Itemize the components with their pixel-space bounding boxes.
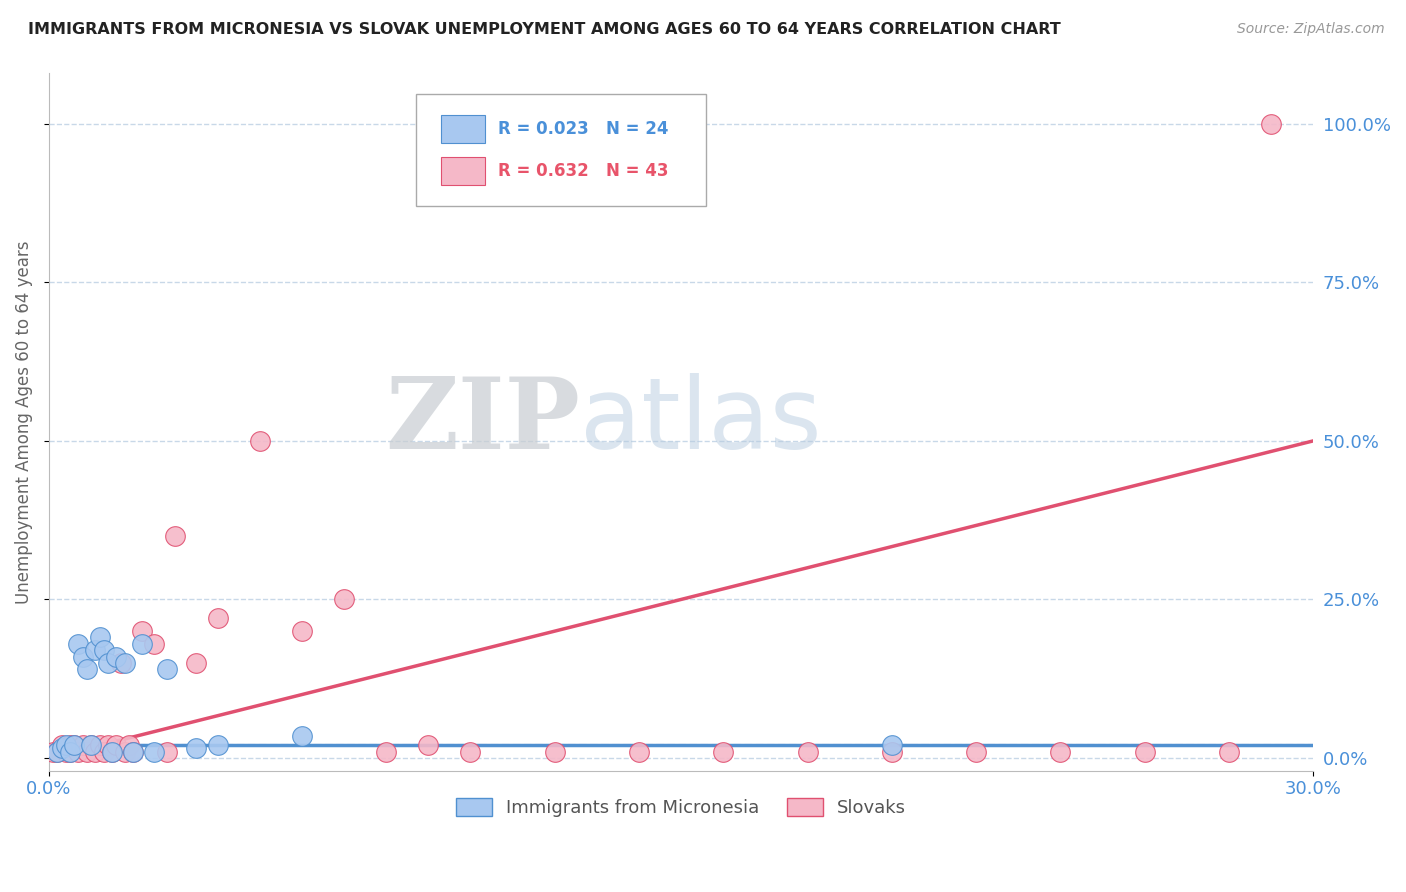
Point [965, 745, 987, 759]
Point [51, 739, 73, 753]
Point [93, 643, 115, 657]
Point [796, 745, 818, 759]
Point [63, 739, 86, 753]
Point [291, 729, 314, 743]
Point [375, 745, 398, 759]
Point [105, 649, 128, 664]
Point [84, 643, 107, 657]
Point [105, 739, 128, 753]
Point [880, 739, 903, 753]
Point [143, 637, 166, 651]
FancyBboxPatch shape [416, 94, 706, 205]
Point [42, 745, 65, 759]
Point [131, 624, 153, 639]
Point [72, 649, 94, 664]
Text: IMMIGRANTS FROM MICRONESIA VS SLOVAK UNEMPLOYMENT AMONG AGES 60 TO 64 YEARS CORR: IMMIGRANTS FROM MICRONESIA VS SLOVAK UNE… [28, 22, 1062, 37]
Point [207, 739, 229, 753]
Point [80, 739, 103, 753]
Point [76, 662, 98, 676]
Point [110, 656, 132, 670]
Point [51, 741, 73, 756]
Point [186, 741, 208, 756]
Point [156, 745, 179, 759]
Text: R = 0.023   N = 24: R = 0.023 N = 24 [498, 120, 668, 137]
Point [59, 745, 82, 759]
Point [59, 739, 82, 753]
Point [46, 745, 69, 759]
Text: R = 0.632   N = 43: R = 0.632 N = 43 [498, 161, 668, 179]
Point [207, 611, 229, 625]
Point [880, 745, 903, 759]
Bar [441, 157, 485, 185]
Point [80, 739, 103, 753]
Point [1133, 745, 1156, 759]
Point [165, 529, 187, 543]
Bar [441, 115, 485, 143]
Point [711, 745, 734, 759]
Point [55, 739, 77, 753]
Point [46, 745, 69, 759]
Point [72, 739, 94, 753]
Point [118, 739, 141, 753]
Point [186, 656, 208, 670]
Point [143, 745, 166, 759]
Point [101, 745, 124, 759]
Point [84, 745, 107, 759]
Point [544, 745, 567, 759]
Point [55, 745, 77, 759]
Point [89, 631, 111, 645]
Point [76, 745, 98, 759]
Text: atlas: atlas [581, 374, 821, 470]
Point [67, 745, 90, 759]
Point [122, 745, 145, 759]
Point [131, 637, 153, 651]
Point [122, 745, 145, 759]
Point [291, 624, 314, 639]
Y-axis label: Unemployment Among Ages 60 to 64 years: Unemployment Among Ages 60 to 64 years [15, 240, 32, 604]
Point [93, 745, 115, 759]
Point [97, 739, 120, 753]
Point [249, 434, 271, 448]
Text: ZIP: ZIP [385, 374, 581, 470]
Point [418, 739, 440, 753]
Text: Source: ZipAtlas.com: Source: ZipAtlas.com [1237, 22, 1385, 37]
Point [89, 739, 111, 753]
Point [156, 662, 179, 676]
Point [460, 745, 482, 759]
Point [1218, 745, 1240, 759]
Point [97, 656, 120, 670]
Point [114, 745, 136, 759]
Point [67, 637, 90, 651]
Point [63, 739, 86, 753]
Point [114, 656, 136, 670]
Point [1049, 745, 1071, 759]
Point [627, 745, 650, 759]
Point [101, 745, 124, 759]
Point [1260, 117, 1282, 131]
Point [59, 745, 82, 759]
Point [333, 592, 356, 607]
Legend: Immigrants from Micronesia, Slovaks: Immigrants from Micronesia, Slovaks [449, 790, 914, 824]
